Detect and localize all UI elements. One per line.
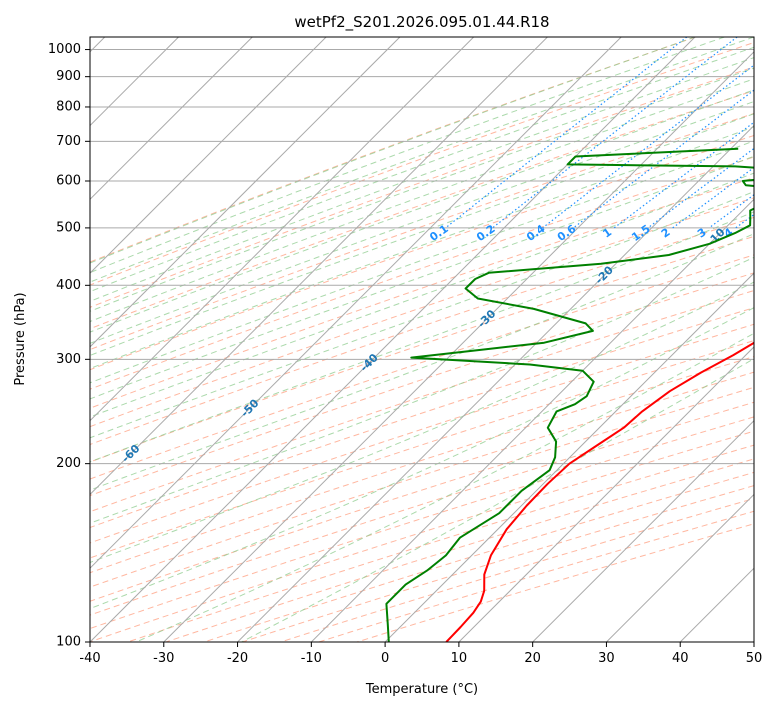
chart-title: wetPf2_S201.2026.095.01.44.R18 [294,13,549,32]
x-tick-label: 0 [381,651,389,666]
y-tick-label: 400 [56,278,81,293]
x-tick-label: -20 [227,651,248,666]
dry-adiabat-line [90,156,754,390]
dry-adiabat-line [90,177,754,409]
mixing-ratio-line [445,37,688,229]
isotherm-line [237,124,754,642]
isotherm-line [90,37,696,642]
dry-adiabat-line [90,307,754,529]
moist-adiabat-line [90,37,725,274]
moist-adiabat-line [90,233,754,491]
plot-frame [89,36,755,643]
isotherm-line [90,37,327,274]
moist-adiabat-line [90,155,754,400]
moist-adiabat-line [90,191,754,439]
x-tick-label: -10 [301,651,322,666]
series-dewpoint-line [385,147,754,642]
dry-adiabat-line [165,458,754,642]
y-tick-label: 600 [56,173,81,188]
x-axis-label: Temperature (°C) [365,682,478,697]
dry-adiabat-line [90,37,696,263]
moist-adiabat-line [90,89,754,333]
y-tick-label: 900 [56,69,81,84]
dry-adiabat-line [90,289,754,513]
moist-adiabat-line [241,358,754,642]
dry-adiabat-line [90,416,754,630]
x-tick-label: 10 [451,651,468,666]
isotherm-line [90,37,253,201]
dry-adiabat-line [90,272,754,497]
y-tick-label: 300 [56,352,81,367]
dry-adiabat-line [90,66,754,308]
isotherm-line [163,51,754,642]
isotherm-line [90,37,401,348]
x-tick-label: 50 [746,651,763,666]
moist-adiabat-line [90,37,696,264]
isotherm-line [90,37,548,496]
y-tick-label: 700 [56,134,81,149]
isotherm-line [606,493,754,642]
dry-adiabat-line [90,430,754,642]
isotherm-line [532,419,754,642]
moist-adiabat-line [90,211,754,463]
x-tick-label: 40 [672,651,689,666]
y-tick-label: 1000 [48,42,81,57]
dry-adiabat-line [90,90,754,330]
dry-adiabat-line [90,216,754,446]
dry-adiabat-line [204,471,754,642]
mixing-ratio-line [613,121,754,229]
isotherm-line [384,272,754,642]
dry-adiabat-line [127,444,754,642]
y-tick-label: 100 [56,635,81,650]
series-temperature-line [445,341,754,642]
moist-adiabat-line [90,172,754,418]
moist-adiabat-line [90,67,754,312]
moist-adiabat-line [90,57,754,302]
dry-adiabat-line [90,323,754,544]
moist-adiabat-line [90,113,754,356]
mixing-ratio-line [542,64,754,229]
dry-adiabat-line [356,523,754,642]
y-tick-label: 500 [56,220,81,235]
dry-adiabat-line [90,254,754,480]
y-tick-label: 200 [56,456,81,471]
y-tick-label: 800 [56,99,81,114]
dry-adiabat-line [90,197,754,428]
isotherm-line [90,37,622,569]
isotherm-line [458,346,754,642]
moist-adiabat-line [135,332,754,642]
dry-adiabat-line [90,401,754,616]
isotherm-line [90,37,475,422]
y-axis-label: Pressure (hPa) [13,292,28,385]
dry-adiabat-line [90,112,754,351]
dry-adiabat-line [90,235,754,463]
moist-adiabat-line [90,256,754,524]
moist-adiabat-line [90,78,754,323]
x-tick-label: -30 [153,651,174,666]
x-tick-label: 20 [524,651,541,666]
moist-adiabat-line [90,46,754,293]
x-tick-label: -40 [79,651,100,666]
x-tick-label: 30 [598,651,615,666]
mixing-ratio-line [672,166,754,229]
isotherm-line [310,198,754,642]
moist-adiabat-line [90,126,754,370]
